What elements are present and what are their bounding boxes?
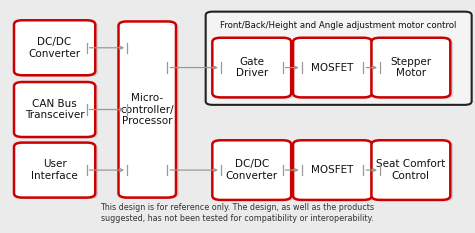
FancyBboxPatch shape [293,38,372,97]
Text: Stepper
Motor: Stepper Motor [390,57,431,78]
FancyBboxPatch shape [206,12,472,105]
FancyBboxPatch shape [212,38,291,97]
FancyBboxPatch shape [119,21,176,198]
FancyBboxPatch shape [17,144,98,199]
Text: Gate
Driver: Gate Driver [236,57,268,78]
FancyBboxPatch shape [293,140,372,200]
FancyBboxPatch shape [374,142,453,201]
FancyBboxPatch shape [371,38,450,97]
FancyBboxPatch shape [371,140,450,200]
Text: MOSFET: MOSFET [311,165,354,175]
FancyBboxPatch shape [212,140,291,200]
FancyBboxPatch shape [14,143,95,198]
FancyBboxPatch shape [14,82,95,137]
FancyBboxPatch shape [17,83,98,138]
Text: DC/DC
Converter: DC/DC Converter [226,159,278,181]
Text: MOSFET: MOSFET [311,63,354,72]
Text: CAN Bus
Transceiver: CAN Bus Transceiver [25,99,85,120]
FancyBboxPatch shape [215,142,294,201]
FancyBboxPatch shape [296,142,375,201]
FancyBboxPatch shape [14,20,95,75]
Text: DC/DC
Converter: DC/DC Converter [28,37,81,58]
FancyBboxPatch shape [296,39,375,99]
Text: Micro-
controller/
Processor: Micro- controller/ Processor [121,93,174,126]
Text: This design is for reference only. The design, as well as the products
suggested: This design is for reference only. The d… [101,203,374,223]
FancyBboxPatch shape [215,39,294,99]
FancyBboxPatch shape [374,39,453,99]
Text: User
Interface: User Interface [31,159,78,181]
Text: Front/Back/Height and Angle adjustment motor control: Front/Back/Height and Angle adjustment m… [220,21,456,30]
Text: Seat Comfort
Control: Seat Comfort Control [376,159,446,181]
FancyBboxPatch shape [17,22,98,77]
FancyBboxPatch shape [122,23,179,199]
